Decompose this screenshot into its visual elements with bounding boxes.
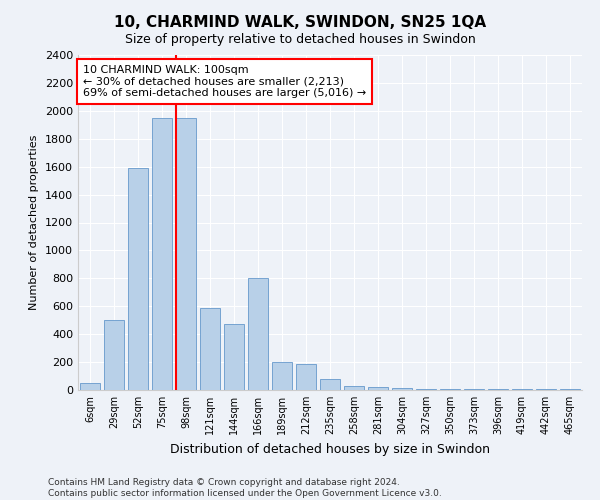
Bar <box>344 386 364 390</box>
Bar <box>440 388 460 390</box>
Bar <box>416 388 436 390</box>
Text: 10 CHARMIND WALK: 100sqm
← 30% of detached houses are smaller (2,213)
69% of sem: 10 CHARMIND WALK: 100sqm ← 30% of detach… <box>83 65 366 98</box>
Text: Size of property relative to detached houses in Swindon: Size of property relative to detached ho… <box>125 32 475 46</box>
Bar <box>248 278 268 390</box>
Bar <box>104 320 124 390</box>
Bar <box>200 308 220 390</box>
Bar <box>224 324 244 390</box>
Bar <box>176 118 196 390</box>
Bar <box>272 362 292 390</box>
X-axis label: Distribution of detached houses by size in Swindon: Distribution of detached houses by size … <box>170 442 490 456</box>
Text: 10, CHARMIND WALK, SWINDON, SN25 1QA: 10, CHARMIND WALK, SWINDON, SN25 1QA <box>114 15 486 30</box>
Y-axis label: Number of detached properties: Number of detached properties <box>29 135 40 310</box>
Bar <box>368 386 388 390</box>
Bar <box>128 168 148 390</box>
Bar <box>320 379 340 390</box>
Bar <box>296 364 316 390</box>
Bar <box>80 383 100 390</box>
Bar <box>152 118 172 390</box>
Bar <box>392 388 412 390</box>
Text: Contains HM Land Registry data © Crown copyright and database right 2024.
Contai: Contains HM Land Registry data © Crown c… <box>48 478 442 498</box>
